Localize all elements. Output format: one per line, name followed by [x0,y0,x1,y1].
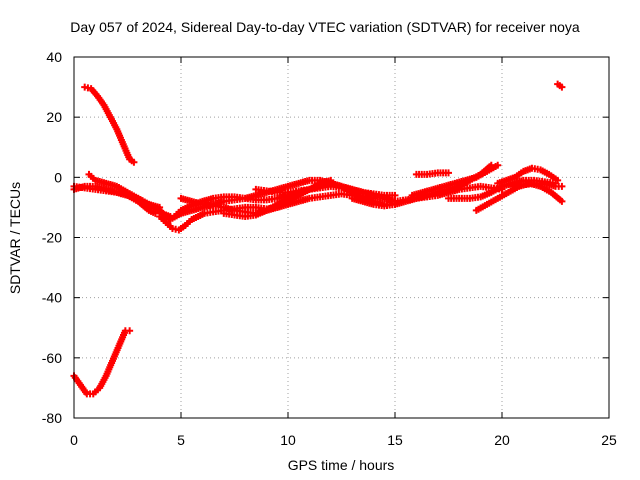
data-point [156,203,164,211]
series-arc-17 [509,179,566,190]
series-arc-12 [412,169,452,178]
data-point [558,197,566,205]
series-arc-6 [156,176,335,234]
y-tick-label: -80 [42,410,62,426]
series-arc-9 [252,182,399,205]
y-tick-label: -20 [42,230,62,246]
x-axis-label: GPS time / hours [288,457,395,473]
data-point [130,158,138,166]
series-arc-13 [408,161,502,199]
plot-frame [73,56,610,419]
x-tick-label: 5 [177,432,185,448]
data-point [126,327,134,335]
y-axis-label: SDTVAR / TECUs [7,182,23,294]
x-tick-label: 0 [70,432,78,448]
y-tick-label: 20 [46,109,62,125]
data-point [445,169,452,177]
x-tick-label: 10 [280,432,296,448]
data-point [554,176,562,184]
y-tick-label: -60 [42,350,62,366]
data-point [494,161,502,169]
axis-ticks: 0 5 10 15 20 25 -80 -60 -40 -20 0 20 40 [42,49,617,448]
y-tick-label: -40 [42,290,62,306]
data-point [558,83,566,91]
y-tick-label: 0 [54,169,62,185]
data-point [391,191,399,199]
series-arc-7 [177,190,378,217]
data-points [70,80,566,398]
series-arc-18 [554,80,566,91]
series-arc-16 [494,164,562,187]
x-tick-label: 15 [387,432,403,448]
y-tick-label: 40 [46,49,62,65]
series-arc-3 [85,170,164,211]
x-tick-label: 20 [494,432,510,448]
x-tick-label: 25 [601,432,617,448]
grid [74,57,609,418]
series-arc-8 [220,191,303,220]
data-point [327,176,335,184]
series-arc-4 [81,83,138,166]
chart-title: Day 057 of 2024, Sidereal Day-to-day VTE… [70,19,580,35]
series-arc-5 [70,327,134,398]
data-point [558,182,566,190]
